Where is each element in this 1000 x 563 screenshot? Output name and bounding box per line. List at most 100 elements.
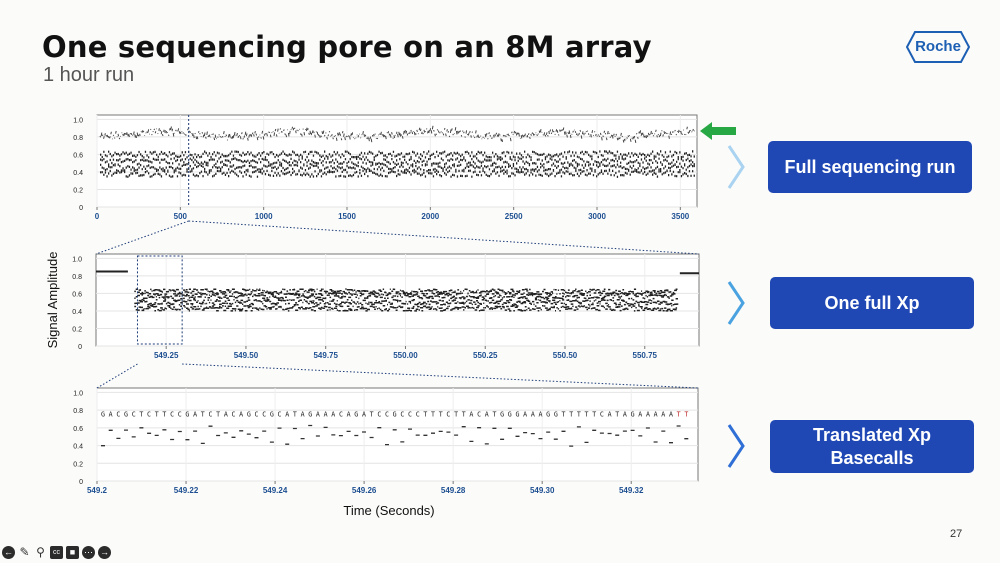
x-tick-label: 550.75	[633, 351, 658, 360]
axis-labels: Signal Amplitude Time (Seconds)	[45, 252, 435, 518]
y-tick-label: 0.4	[72, 309, 82, 316]
basecall-letter: T	[216, 411, 220, 419]
basecall-letter: G	[270, 411, 274, 419]
basecall-letter: G	[308, 411, 312, 419]
chart-full-run: 0 0.2 0.4 0.6 0.8 1.0 0 500 1000 1500 2000 2500 3000…	[73, 114, 698, 221]
more-icon[interactable]: ⋯	[82, 546, 95, 559]
basecall-letter: C	[147, 411, 151, 419]
plot-area	[96, 387, 699, 482]
series-open-pore-trace	[99, 125, 695, 143]
basecall-letter: C	[377, 411, 381, 419]
x-tick-label: 550.25	[473, 351, 498, 360]
basecall-letter: G	[500, 411, 504, 419]
basecall-levels	[101, 424, 689, 447]
basecall-letter: A	[469, 411, 473, 419]
basecall-letter: C	[446, 411, 450, 419]
basecall-letter: G	[101, 411, 105, 419]
chart-one-xp: 0 0.2 0.4 0.6 0.8 1.0 549.25 549.50 549.75 550.00…	[72, 253, 700, 360]
basecall-letter: A	[646, 411, 650, 419]
x-tick-label: 1000	[255, 212, 273, 221]
series-event-trace	[100, 150, 695, 178]
zoom-line-left	[96, 363, 138, 389]
basecall-letter: C	[278, 411, 282, 419]
basecall-letter: C	[132, 411, 136, 419]
pen-icon[interactable]: ✎	[19, 545, 30, 559]
x-tick-label: 549.32	[619, 486, 644, 495]
basecall-letter: T	[562, 411, 566, 419]
y-tick-label: 0	[79, 205, 83, 212]
x-tick-label: 1500	[338, 212, 356, 221]
basecall-letter: T	[139, 411, 143, 419]
basecall-letter: T	[155, 411, 159, 419]
x-tick-label: 550.00	[393, 351, 418, 360]
basecall-letter: T	[577, 411, 581, 419]
magnifier-icon[interactable]: ⚲	[36, 545, 45, 559]
y-tick-label: 0	[78, 344, 82, 351]
green-arrow-icon	[700, 122, 736, 140]
callout-translated-basecalls: Translated Xp Basecalls	[770, 420, 974, 473]
arrow-left-circle-icon[interactable]: ←	[2, 546, 15, 559]
basecall-letter: T	[462, 411, 466, 419]
basecall-letter: T	[684, 411, 688, 419]
zoom-line-right	[182, 363, 699, 389]
basecall-letter: C	[385, 411, 389, 419]
y-tick-label: 0.6	[72, 291, 82, 298]
chevron-right-icon	[727, 281, 745, 325]
slide-subtitle: 1 hour run	[43, 64, 135, 86]
basecall-letter: T	[439, 411, 443, 419]
presentation-toolbar: ← ✎ ⚲ cc ■ ⋯ →	[2, 546, 111, 562]
basecall-letter: T	[293, 411, 297, 419]
basecall-letter: A	[623, 411, 627, 419]
basecall-letter: A	[239, 411, 243, 419]
y-tick-label: 1.0	[73, 117, 83, 124]
basecall-letter: C	[255, 411, 259, 419]
basecall-letter: A	[531, 411, 535, 419]
y-tick-label: 0	[79, 479, 83, 486]
event-points	[134, 288, 679, 312]
cc-icon[interactable]: cc	[50, 546, 63, 559]
basecall-letter: T	[201, 411, 205, 419]
x-tick-label: 0	[95, 212, 100, 221]
basecall-letter: A	[638, 411, 642, 419]
x-tick-label: 549.2	[87, 486, 108, 495]
basecall-letter: A	[324, 411, 328, 419]
basecall-letter: G	[508, 411, 512, 419]
basecall-letter: T	[569, 411, 573, 419]
video-icon[interactable]: ■	[66, 546, 79, 559]
x-tick-label: 550.50	[553, 351, 578, 360]
y-axis-label: Signal Amplitude	[45, 252, 60, 349]
y-tick-label: 0.2	[72, 326, 82, 333]
basecall-letter: C	[416, 411, 420, 419]
basecall-letter: C	[170, 411, 174, 419]
x-axis-label: Time (Seconds)	[343, 503, 434, 518]
basecall-letter: C	[400, 411, 404, 419]
x-tick-label: 549.26	[352, 486, 377, 495]
basecall-letter: G	[546, 411, 550, 419]
basecall-letter: C	[178, 411, 182, 419]
basecall-letter: T	[162, 411, 166, 419]
callout-one-full-xp: One full Xp	[770, 277, 974, 329]
y-tick-label: 0.6	[73, 426, 83, 433]
y-tick-label: 0.4	[73, 444, 83, 451]
callout-full-sequencing-run: Full sequencing run	[768, 141, 972, 193]
basecall-letter: C	[339, 411, 343, 419]
x-tick-label: 2000	[421, 212, 439, 221]
basecall-letter: T	[677, 411, 681, 419]
basecall-letter: G	[247, 411, 251, 419]
basecall-letter: T	[492, 411, 496, 419]
arrow-right-circle-icon[interactable]: →	[98, 546, 111, 559]
basecall-letter: A	[301, 411, 305, 419]
basecall-letter: A	[661, 411, 665, 419]
x-tick-label: 549.22	[174, 486, 199, 495]
y-tick-label: 0.2	[73, 461, 83, 468]
x-tick-label: 549.28	[441, 486, 466, 495]
roche-logo-text: Roche	[915, 38, 961, 55]
basecall-letter: C	[408, 411, 412, 419]
x-tick-label: 2500	[505, 212, 523, 221]
basecall-letter: C	[477, 411, 481, 419]
zoom-box	[136, 255, 183, 345]
basecall-letter: C	[116, 411, 120, 419]
chevron-right-icon	[727, 424, 745, 468]
y-tick-label: 0.8	[72, 274, 82, 281]
